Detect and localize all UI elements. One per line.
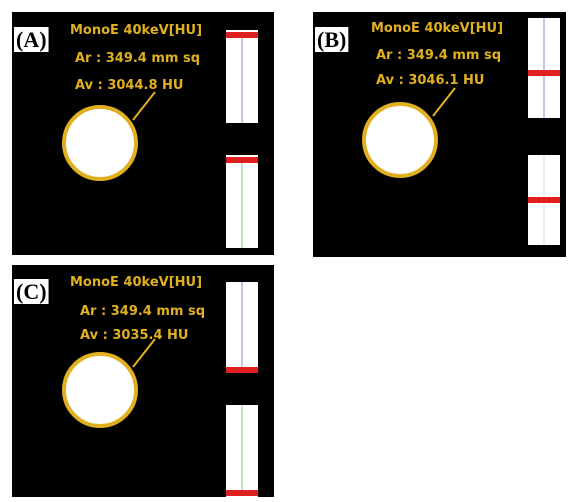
roi-area: Ar : 349.4 mm sq <box>80 304 205 319</box>
series-title: MonoE 40keV[HU] <box>70 275 202 290</box>
panel-c: MonoE 40keV[HU] Ar : 349.4 mm sq Av : 30… <box>12 265 274 497</box>
panel-label: (A) <box>16 27 47 52</box>
marker-bar <box>226 32 258 38</box>
marker-bar <box>226 157 258 163</box>
marker-bar <box>528 70 560 76</box>
roi-mean: Av : 3046.1 HU <box>376 73 484 88</box>
roi-mean: Av : 3035.4 HU <box>80 328 188 343</box>
figure: MonoE 40keV[HU] Ar : 349.4 mm sq Av : 30… <box>0 0 574 502</box>
panel-a: MonoE 40keV[HU] Ar : 349.4 mm sq Av : 30… <box>12 12 274 255</box>
panel-b: MonoE 40keV[HU] Ar : 349.4 mm sq Av : 30… <box>313 12 566 257</box>
series-title: MonoE 40keV[HU] <box>371 21 503 36</box>
panel-label: (B) <box>317 27 346 52</box>
marker-bar <box>528 197 560 203</box>
roi-circle <box>64 107 136 179</box>
panel-label: (C) <box>16 279 47 304</box>
roi-circle <box>364 104 436 176</box>
series-title: MonoE 40keV[HU] <box>70 23 202 38</box>
marker-bar <box>226 490 258 496</box>
roi-area: Ar : 349.4 mm sq <box>75 51 200 66</box>
roi-mean: Av : 3044.8 HU <box>75 78 183 93</box>
roi-area: Ar : 349.4 mm sq <box>376 48 501 63</box>
roi-circle <box>64 354 136 426</box>
marker-bar <box>226 367 258 373</box>
